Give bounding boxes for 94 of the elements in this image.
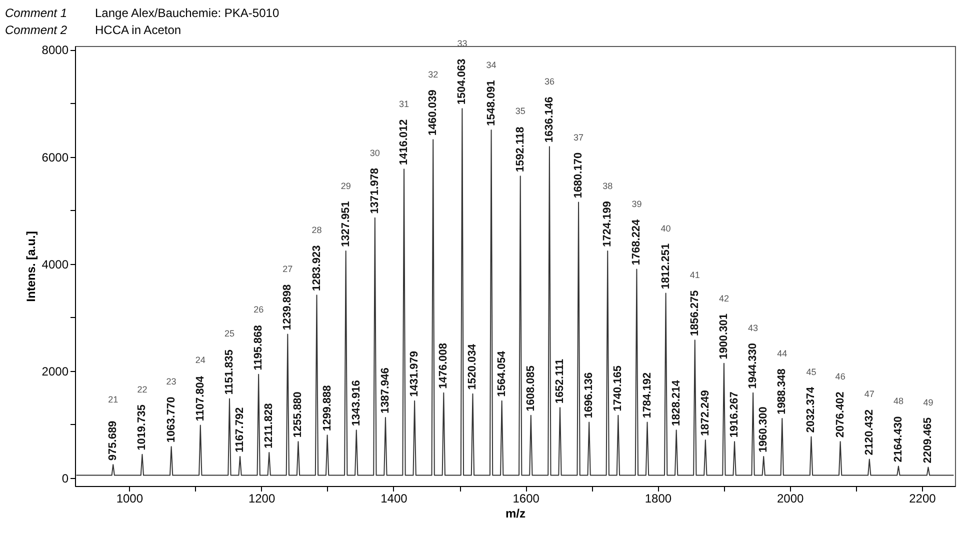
annotation: 23	[166, 376, 176, 387]
text: Lange Alex/Bauchemie: PKA-5010	[95, 6, 280, 20]
x-tick-label: 1000	[116, 492, 144, 506]
y-tick-label: 0	[62, 471, 69, 486]
annotation: 26	[254, 304, 264, 314]
annotation: 31	[399, 99, 410, 110]
annotation: 1784.192	[641, 372, 654, 418]
annotation: 1520.034	[466, 343, 479, 390]
text: Comment 2	[5, 23, 68, 37]
annotation: 43	[748, 322, 758, 333]
annotation: 1255.880	[292, 392, 304, 438]
y-axis-title: Intens. [a.u.]	[24, 231, 38, 302]
annotation: 27	[282, 264, 293, 274]
annotation: 2164.430	[892, 416, 904, 462]
annotation: 47	[864, 389, 874, 400]
annotation: 1696.136	[583, 372, 596, 418]
annotation: 1239.898	[282, 284, 294, 330]
annotation: 1872.249	[699, 390, 712, 436]
annotation: 1195.868	[252, 325, 265, 370]
annotation: 2076.402	[834, 392, 846, 438]
annotation: 38	[602, 181, 613, 192]
x-tick-label: 1600	[512, 492, 540, 506]
annotation: 1504.063	[456, 58, 468, 105]
annotation: 975.689	[107, 420, 120, 461]
text: Comment 1	[5, 6, 68, 20]
annotation: 1431.979	[408, 351, 421, 397]
annotation: 1680.170	[572, 152, 585, 198]
annotation: 1828.214	[670, 379, 682, 426]
annotation: 1608.085	[524, 365, 537, 412]
annotation: 21	[108, 394, 118, 405]
x-tick-label: 2000	[776, 492, 804, 506]
annotation: 1371.978	[368, 168, 381, 214]
x-tick-label: 2200	[909, 492, 936, 506]
annotation: 1460.039	[427, 90, 440, 136]
annotation: 2032.374	[805, 386, 818, 433]
annotation: 36	[544, 76, 554, 87]
annotation: 1548.091	[485, 80, 498, 126]
annotation: 2209.465	[922, 417, 934, 464]
annotation: 1063.770	[165, 396, 178, 443]
annotation: 24	[195, 355, 206, 366]
annotation: 1812.251	[660, 243, 672, 290]
annotation: 29	[340, 181, 351, 192]
annotation: 49	[923, 397, 934, 408]
annotation: 1019.735	[136, 404, 148, 450]
annotation: 46	[835, 372, 846, 382]
y-tick-label: 8000	[42, 43, 69, 58]
x-tick-label: 1200	[248, 492, 276, 506]
annotation: 1592.118	[514, 126, 526, 172]
annotation: 40	[660, 223, 671, 234]
annotation: 2120.432	[863, 409, 876, 456]
annotation: 1343.916	[350, 380, 362, 426]
annotation: 35	[515, 106, 526, 116]
annotation: 1151.835	[223, 349, 236, 395]
y-tick-label: 6000	[42, 150, 69, 164]
annotation: 1944.330	[747, 342, 760, 389]
annotation: 22	[137, 384, 148, 394]
y-tick-label: 2000	[42, 364, 69, 378]
annotation: 1327.951	[340, 201, 352, 248]
annotation: 1636.146	[543, 96, 556, 143]
annotation: 1211.828	[263, 403, 276, 449]
annotation: 1476.008	[438, 342, 450, 389]
x-tick-label: 1800	[644, 492, 672, 506]
annotation: 39	[632, 199, 642, 210]
annotation: 1988.348	[776, 368, 788, 415]
annotation: 1900.301	[718, 314, 730, 360]
annotation: 32	[428, 70, 438, 80]
annotation: 34	[486, 60, 496, 70]
annotation: 1283.923	[310, 245, 323, 292]
annotation: 1564.054	[496, 350, 508, 397]
annotation: 1856.275	[688, 290, 701, 336]
text: HCCA in Aceton	[95, 23, 182, 37]
x-tick-label: 1400	[380, 492, 408, 506]
annotation: 1768.224	[630, 218, 643, 266]
annotation: 44	[777, 348, 788, 359]
annotation: 48	[893, 396, 904, 406]
annotation: 45	[806, 366, 816, 377]
annotation: 1960.300	[758, 406, 770, 453]
annotation: 1416.012	[398, 119, 410, 166]
annotation: 30	[370, 148, 380, 158]
annotation: 1387.946	[379, 368, 392, 414]
annotation: 37	[574, 132, 584, 142]
x-axis-title: m/z	[505, 506, 526, 520]
annotation: 42	[718, 293, 729, 304]
annotation: 1724.199	[602, 201, 614, 248]
annotation: 25	[224, 328, 234, 339]
y-tick-label: 4000	[42, 257, 69, 272]
annotation: 1740.165	[612, 365, 624, 412]
annotation: 1107.804	[194, 375, 206, 422]
annotation: 1299.888	[321, 385, 334, 432]
annotation: 1652.111	[554, 358, 566, 404]
annotation: 41	[690, 270, 700, 280]
annotation: 1916.267	[728, 392, 741, 438]
annotation: 1167.792	[234, 407, 246, 453]
annotation: 28	[312, 225, 322, 236]
